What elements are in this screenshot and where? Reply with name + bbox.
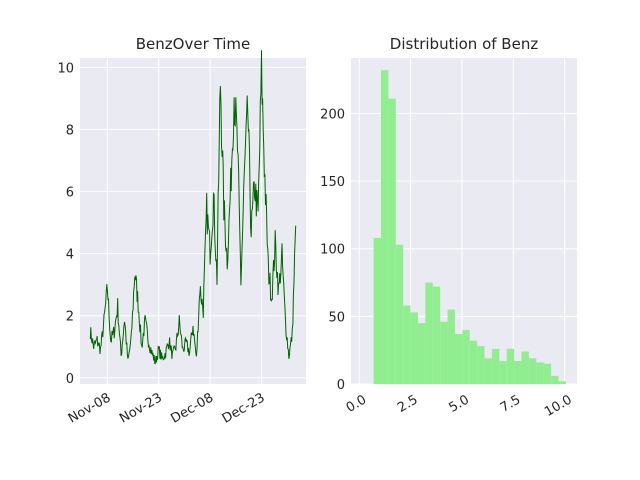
histogram-panel: 0 50 100 150 200 0.0 2.5 5.0 7.5 10.0 Distributi…	[320, 35, 577, 420]
histogram-bar	[528, 358, 537, 384]
line-chart-x-tick-label: Nov-08	[66, 390, 114, 426]
line-chart-y-ticks: 0 2 4 6 8 10	[57, 61, 74, 386]
histogram-y-tick-label: 100	[320, 243, 345, 258]
histogram-bar	[447, 309, 455, 384]
histogram-bar	[373, 237, 381, 384]
line-chart-y-tick-label: 8	[66, 123, 74, 138]
histogram-x-tick-label: 7.5	[498, 392, 523, 415]
line-chart-y-tick-label: 6	[66, 186, 74, 201]
line-chart-y-tick-label: 0	[66, 372, 74, 387]
histogram-y-ticks: 0 50 100 150 200	[320, 107, 345, 393]
histogram-x-ticks: 0.0 2.5 5.0 7.5 10.0	[344, 392, 575, 419]
histogram-bar	[432, 286, 441, 384]
histogram-bar	[551, 375, 559, 384]
histogram-x-tick-label: 10.0	[542, 392, 575, 419]
histogram-bar	[462, 329, 470, 384]
histogram-bar	[381, 70, 389, 385]
histogram-x-tick-label: 2.5	[395, 392, 420, 415]
histogram-bar	[558, 381, 566, 384]
histogram-bar	[469, 340, 478, 384]
histogram-bar	[514, 361, 522, 384]
line-chart-x-tick-label: Dec-08	[168, 390, 216, 426]
histogram-y-tick-label: 50	[328, 310, 345, 325]
line-chart-gridlines	[80, 58, 306, 384]
line-chart-x-tick-label: Dec-23	[220, 390, 268, 426]
histogram-bar	[484, 358, 492, 384]
histogram-bar	[506, 348, 515, 384]
histogram-bar	[425, 282, 433, 384]
line-chart-y-tick-label: 10	[57, 61, 74, 76]
line-chart-y-tick-label: 4	[66, 248, 74, 263]
histogram-bar	[499, 361, 507, 384]
histogram-bar	[536, 362, 544, 384]
histogram-bar	[410, 312, 418, 384]
line-chart-title: BenzOver Time	[136, 35, 250, 53]
histogram-bar	[440, 321, 448, 384]
histogram-bar	[521, 351, 529, 384]
histogram-bar	[388, 98, 396, 384]
line-chart-panel: 0 2 4 6 8 10 Nov-08 Nov-23 Dec-08 Dec-23 BenzOve…	[57, 35, 306, 427]
histogram-title: Distribution of Benz	[390, 35, 539, 53]
histogram-y-tick-label: 0	[337, 378, 345, 393]
line-chart-y-tick-label: 2	[66, 310, 74, 325]
histogram-y-tick-label: 150	[320, 175, 345, 190]
histogram-bar	[395, 244, 404, 384]
series-line-benz	[89, 50, 297, 365]
histogram-bar	[417, 323, 426, 384]
histogram-bar	[543, 363, 552, 384]
line-chart-x-tick-label: Nov-23	[117, 390, 165, 426]
line-chart-x-ticks: Nov-08 Nov-23 Dec-08 Dec-23	[66, 390, 268, 426]
histogram-x-tick-label: 0.0	[344, 392, 369, 415]
histogram-bar	[491, 348, 500, 384]
histogram-x-tick-label: 5.0	[447, 392, 472, 415]
histogram-bars	[373, 70, 566, 385]
histogram-bar	[454, 333, 463, 384]
histogram-bar	[403, 305, 411, 384]
histogram-bar	[477, 346, 485, 384]
histogram-y-tick-label: 200	[320, 107, 345, 122]
